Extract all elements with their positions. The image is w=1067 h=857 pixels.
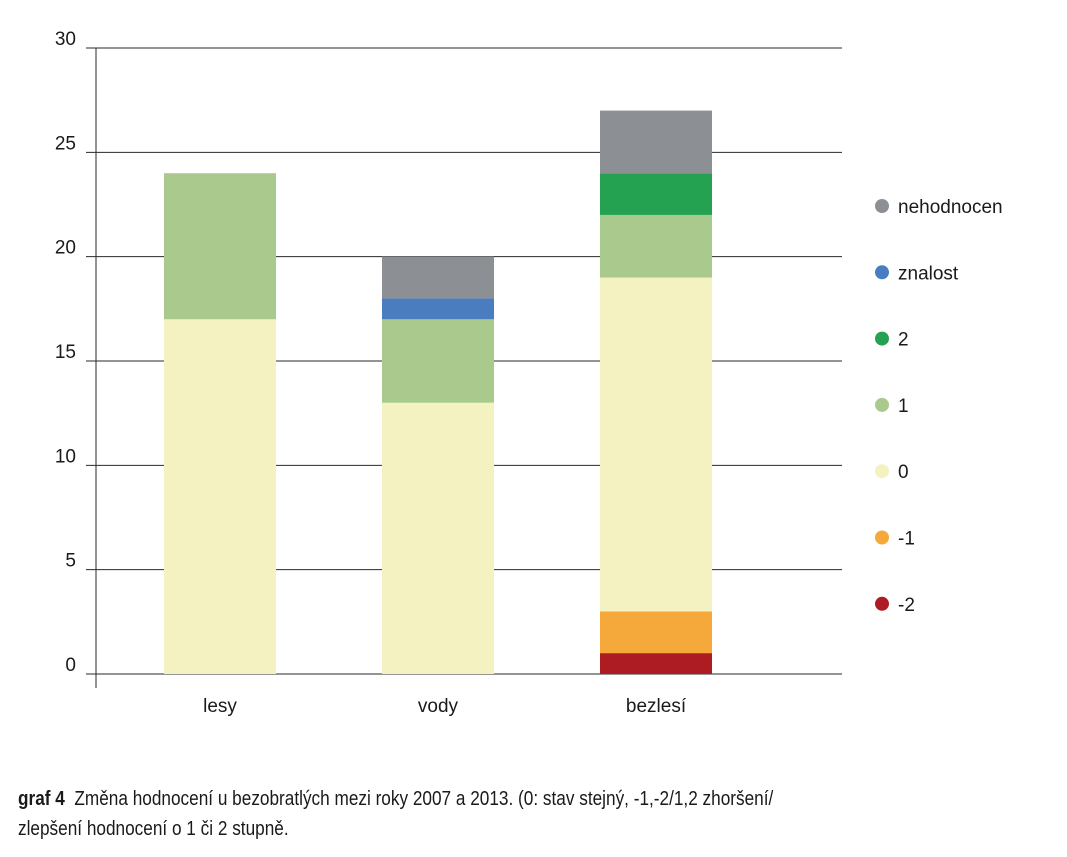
legend-label-znalost: znalost (898, 263, 959, 284)
legend-label-nehodnocen: nehodnocen (898, 197, 1003, 218)
legend-label-2: 2 (898, 330, 909, 351)
bar-segment-bezlesí-nehodnocen (600, 110, 712, 174)
bar-segment-bezlesí-0 (600, 277, 712, 612)
bar-segment-vody-znalost (382, 298, 494, 320)
legend-marker-znalost (875, 265, 889, 280)
y-tick-label-20: 20 (55, 238, 76, 259)
figure-caption: graf 4 Změna hodnocení u bezobratlých me… (18, 784, 904, 844)
y-tick-label-15: 15 (55, 342, 76, 363)
y-tick-label-30: 30 (55, 29, 76, 50)
bar-segment-bezlesí--2 (600, 653, 712, 674)
x-category-label-0: lesy (203, 696, 237, 717)
bar-segment-lesy-1 (164, 173, 276, 320)
legend-marker-2 (875, 331, 889, 346)
y-tick-label-25: 25 (55, 133, 76, 154)
legend-marker-nehodnocen (875, 199, 889, 213)
caption-text-line2: zlepšení hodnocení o 1 či 2 stupně. (18, 818, 289, 840)
legend-label--2: -2 (898, 595, 915, 616)
y-tick-label-5: 5 (65, 551, 76, 572)
legend-marker--1 (875, 530, 889, 545)
legend-label--1: -1 (898, 529, 915, 550)
legend-label-1: 1 (898, 396, 909, 417)
x-category-label-1: vody (418, 696, 459, 717)
bar-segment-bezlesí-2 (600, 173, 712, 215)
legend-marker-0 (875, 464, 889, 479)
caption-label: graf 4 (18, 788, 65, 810)
y-tick-label-10: 10 (55, 446, 76, 467)
x-category-label-2: bezlesí (626, 696, 687, 717)
legend-marker--2 (875, 596, 889, 611)
bar-segment-bezlesí--1 (600, 611, 712, 654)
bar-segment-vody-1 (382, 319, 494, 403)
bar-segment-lesy-0 (164, 319, 276, 674)
legend-marker-1 (875, 397, 889, 412)
legend-label-0: 0 (898, 462, 909, 483)
bar-segment-bezlesí-1 (600, 214, 712, 278)
bar-segment-vody-nehodnocen (382, 256, 494, 299)
bar-segment-vody-0 (382, 402, 494, 674)
caption-text: Změna hodnocení u bezobratlých mezi roky… (74, 788, 774, 810)
y-tick-label-0: 0 (65, 655, 76, 676)
